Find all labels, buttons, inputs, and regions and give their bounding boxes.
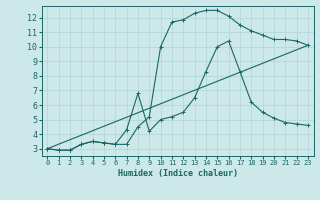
X-axis label: Humidex (Indice chaleur): Humidex (Indice chaleur): [118, 169, 237, 178]
